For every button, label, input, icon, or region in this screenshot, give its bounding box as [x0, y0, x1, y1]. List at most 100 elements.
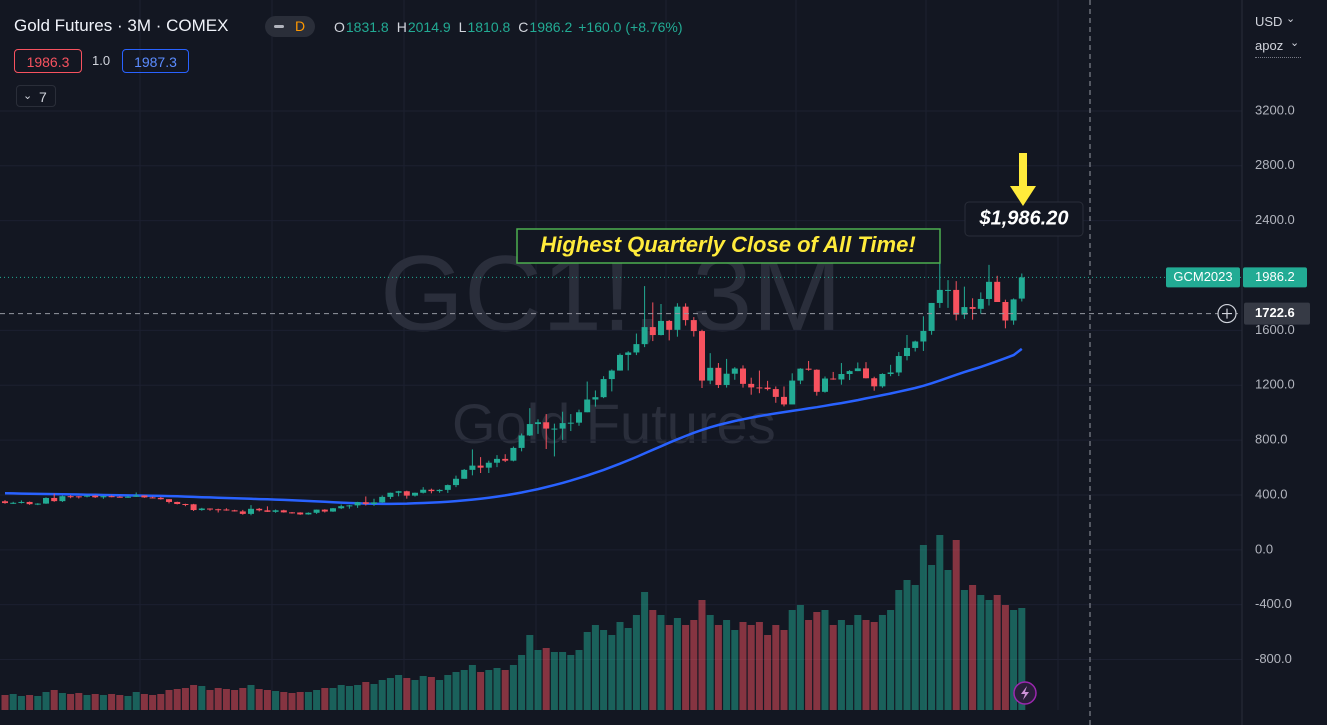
- symbol-label-box: [1166, 267, 1240, 288]
- candle-body: [772, 389, 779, 397]
- volume-bar: [969, 585, 977, 710]
- candle-body: [518, 435, 525, 448]
- volume-bar: [313, 690, 321, 710]
- volume-bar: [436, 680, 444, 710]
- candle-body: [379, 496, 386, 503]
- scale-mode[interactable]: apoz: [1255, 38, 1301, 58]
- candle-body: [92, 495, 99, 498]
- candle-body: [371, 502, 377, 504]
- volume-bar: [567, 655, 575, 710]
- candle-body: [674, 306, 681, 330]
- currency[interactable]: USD: [1255, 14, 1283, 29]
- candle-body: [412, 492, 418, 496]
- candle-body: [469, 465, 476, 470]
- candle-body: [239, 511, 246, 514]
- crosshair-box: [1244, 302, 1310, 325]
- volume-bar: [296, 692, 304, 710]
- candle-body: [592, 397, 599, 400]
- last-price-box: [1243, 267, 1307, 288]
- candle-body: [797, 368, 804, 381]
- volume-bar: [919, 545, 927, 710]
- volume-bar: [862, 620, 870, 710]
- candles: [0, 263, 1242, 516]
- interval-badge: D: [295, 18, 306, 34]
- volume-bar: [960, 590, 968, 710]
- volume-bar: [624, 628, 632, 710]
- ohlc-value: 1986.2: [529, 19, 573, 35]
- volume-bar: [75, 693, 83, 710]
- indicators-count: 7: [39, 89, 47, 105]
- candle-body: [436, 489, 443, 492]
- candle-body: [953, 289, 960, 315]
- bid-button[interactable]: 1986.3: [14, 49, 82, 73]
- volume-bar: [427, 677, 435, 710]
- volume-bar: [108, 694, 116, 710]
- volume-bar: [50, 690, 58, 710]
- moving-average: [4, 347, 1023, 506]
- candle-body: [264, 510, 271, 512]
- volume-bar: [67, 694, 75, 710]
- volume-bar: [575, 650, 583, 710]
- volume-bar: [272, 691, 280, 710]
- candle-body: [26, 501, 33, 505]
- candle-body: [945, 289, 951, 291]
- alert-bolt: [1021, 686, 1029, 700]
- y-tick-label: -800.0: [1255, 651, 1292, 666]
- interval-toggle[interactable]: D: [265, 16, 315, 37]
- volume-bar: [280, 692, 288, 710]
- candle-body: [502, 458, 509, 461]
- volume-bar: [600, 630, 608, 710]
- volume-bar: [903, 580, 911, 710]
- volume-bar: [386, 678, 394, 710]
- y-tick-label: 1200.0: [1255, 377, 1295, 392]
- candle-body: [617, 354, 623, 371]
- candle-body: [854, 368, 861, 372]
- candle-body: [248, 508, 254, 514]
- volume-bar: [26, 695, 34, 710]
- candle-body: [149, 497, 156, 499]
- candle-body: [961, 307, 968, 315]
- volume-bar: [690, 620, 698, 710]
- indicators-toggle[interactable]: ⌄ 7: [16, 85, 56, 107]
- volume-bar: [542, 648, 550, 710]
- volume-bar: [9, 694, 17, 710]
- ask-button[interactable]: 1987.3: [122, 49, 189, 73]
- volume-bar: [632, 615, 640, 710]
- candle-body: [485, 462, 492, 468]
- ohlc-letter: L: [458, 19, 467, 35]
- volume-bar: [501, 670, 509, 710]
- candle-body: [551, 428, 558, 430]
- candle-body: [141, 495, 148, 498]
- candle-body: [649, 327, 656, 336]
- candle-body: [116, 496, 123, 498]
- volume-bar: [772, 625, 780, 710]
- candle-body: [108, 496, 115, 498]
- candle-body: [690, 320, 697, 332]
- volume-bar: [419, 676, 427, 710]
- candle-body: [133, 495, 140, 497]
- volume-bar: [616, 622, 624, 710]
- volume-bar: [149, 695, 157, 710]
- volume-bar: [99, 695, 107, 710]
- volume-bar: [173, 689, 181, 710]
- volume-bar: [370, 684, 378, 710]
- candle-body: [2, 501, 8, 504]
- candle-body: [100, 496, 107, 498]
- volume-bar: [559, 652, 567, 710]
- y-tick-label: 800.0: [1255, 432, 1288, 447]
- volume-bar: [452, 672, 460, 710]
- volume-bar: [854, 615, 862, 710]
- volume-bar: [42, 692, 50, 710]
- candle-body: [559, 423, 566, 429]
- candle-body: [346, 505, 353, 507]
- candle-body: [1010, 299, 1017, 321]
- volume-bar: [550, 652, 558, 710]
- volume-bar: [993, 595, 1001, 710]
- candle-body: [231, 510, 238, 512]
- volume-bar: [649, 610, 657, 710]
- candle-body: [43, 497, 49, 504]
- candle-body: [699, 331, 705, 381]
- candle-body: [805, 368, 812, 370]
- candle-body: [986, 281, 992, 299]
- volume-bar: [829, 625, 837, 710]
